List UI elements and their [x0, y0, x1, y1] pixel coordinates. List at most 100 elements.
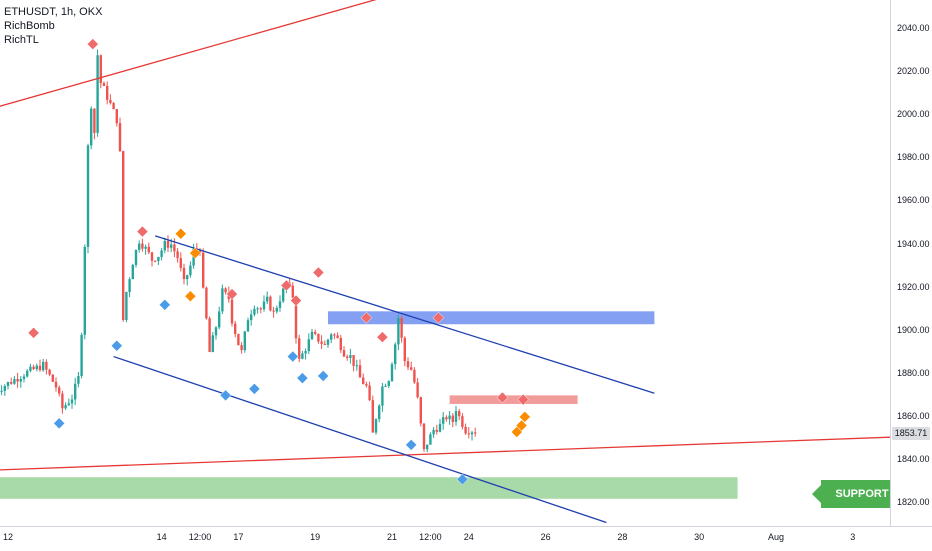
candle-body — [189, 265, 192, 276]
sell-signal-marker — [280, 279, 293, 292]
candle-body — [346, 356, 349, 358]
legend-indicator-richbomb[interactable]: RichBomb — [4, 20, 55, 32]
buy-signal-marker — [219, 389, 232, 402]
x-tick-label: 12:00 — [419, 532, 442, 542]
candle-body — [246, 320, 250, 332]
candle-body — [365, 384, 368, 386]
candle-body — [86, 145, 90, 247]
x-tick-label: 26 — [540, 532, 551, 542]
candle-body — [0, 390, 3, 392]
y-tick-label: 1940.00 — [897, 238, 930, 249]
candle-body — [67, 403, 70, 406]
candle-body — [378, 405, 381, 420]
support-zone-label: SUPPORT ZONE — [812, 480, 890, 526]
candle-body — [470, 432, 474, 435]
sell-signal-marker — [136, 225, 149, 238]
candle-body — [61, 393, 64, 409]
candle-body — [182, 267, 186, 280]
candle-body — [336, 335, 339, 338]
candle-body — [435, 429, 438, 432]
candle-body — [19, 378, 22, 382]
buy-signal-marker — [53, 417, 66, 430]
candle-body — [250, 314, 253, 321]
x-tick-label: 17 — [233, 532, 244, 542]
candle-body — [202, 252, 205, 288]
y-tick-label: 1920.00 — [897, 281, 930, 292]
candle-body — [99, 55, 102, 84]
time-axis[interactable]: 12 14 12:00 17 19 21 12:00 24 26 28 30 Aug 3 — [0, 526, 932, 551]
x-tick-label: 24 — [463, 532, 474, 542]
candle-body — [384, 385, 387, 387]
candle-body — [269, 296, 272, 311]
current-price-label: 1853.71 — [892, 427, 930, 440]
x-tick-label: 30 — [694, 532, 705, 542]
candle-body — [442, 417, 445, 424]
candle-body — [451, 415, 454, 422]
candle-body — [403, 337, 406, 362]
candle-body — [170, 244, 173, 248]
candle-body — [128, 279, 131, 293]
candle-body — [358, 365, 362, 378]
candle-body — [51, 374, 54, 382]
candle-body — [125, 292, 128, 320]
candle-body — [80, 334, 83, 376]
candle-body — [320, 341, 323, 344]
candle-body — [259, 308, 262, 310]
candle-body — [224, 288, 227, 293]
candle-body — [138, 243, 141, 250]
candle-body — [234, 323, 237, 334]
candle-body — [26, 370, 29, 377]
candle-body — [38, 365, 42, 371]
candle-body — [74, 383, 77, 400]
y-tick-label: 1960.00 — [897, 195, 930, 206]
candle-body — [416, 382, 419, 398]
candle-body — [54, 381, 58, 388]
candle-body — [70, 399, 74, 404]
sell-signal-marker — [290, 294, 302, 307]
x-tick-label: Aug — [767, 532, 785, 542]
candle-body — [326, 339, 330, 345]
candle-body — [294, 297, 298, 339]
candle-body — [342, 350, 346, 357]
candle-body — [6, 382, 10, 387]
candle-body — [400, 318, 403, 338]
candle-body — [330, 334, 333, 340]
legend-indicator-richtl[interactable]: RichTL — [4, 34, 39, 46]
support-label-text: SUPPORT ZONE — [821, 480, 890, 526]
candle-body — [448, 415, 451, 420]
candle-body — [410, 367, 413, 370]
orange-signal-marker — [189, 247, 202, 259]
support-label-arrow-icon — [812, 485, 821, 503]
price-axis[interactable]: 1853.71 2040.00 2020.00 2000.00 1980.00 1960… — [890, 0, 932, 526]
candle-body — [208, 318, 211, 353]
price-chart[interactable] — [0, 0, 890, 526]
y-tick-label: 2000.00 — [897, 109, 930, 120]
sell-signal-marker — [312, 266, 325, 279]
candle-body — [118, 123, 122, 152]
candle-body — [109, 99, 112, 104]
candle-body — [83, 246, 86, 335]
red-trendline-upper — [0, 0, 377, 107]
candle-body — [406, 361, 410, 368]
candle-body — [205, 287, 208, 319]
channel-line-lower — [113, 355, 607, 524]
candle-body — [77, 375, 80, 384]
candle-body — [432, 429, 435, 435]
candle-body — [349, 355, 352, 358]
candle-body — [387, 381, 390, 386]
candle-body — [374, 419, 378, 433]
legend-symbol[interactable]: ETHUSDT, 1h, OKX — [4, 6, 103, 18]
candle-body — [90, 108, 93, 146]
candle-body — [64, 405, 67, 409]
x-tick-label: 12 — [2, 532, 14, 542]
buy-signal-marker — [456, 473, 469, 486]
candle-body — [13, 379, 16, 384]
y-tick-label: 1900.00 — [897, 324, 930, 335]
candle-body — [301, 353, 304, 359]
chart-plot-area[interactable]: ETHUSDT, 1h, OKX RichBomb RichTL SUPPORT… — [0, 0, 890, 526]
y-tick-label: 1840.00 — [897, 454, 930, 464]
candle-body — [198, 250, 202, 253]
candle-body — [266, 296, 269, 302]
candle-body — [317, 333, 320, 342]
candle-body — [390, 364, 394, 382]
